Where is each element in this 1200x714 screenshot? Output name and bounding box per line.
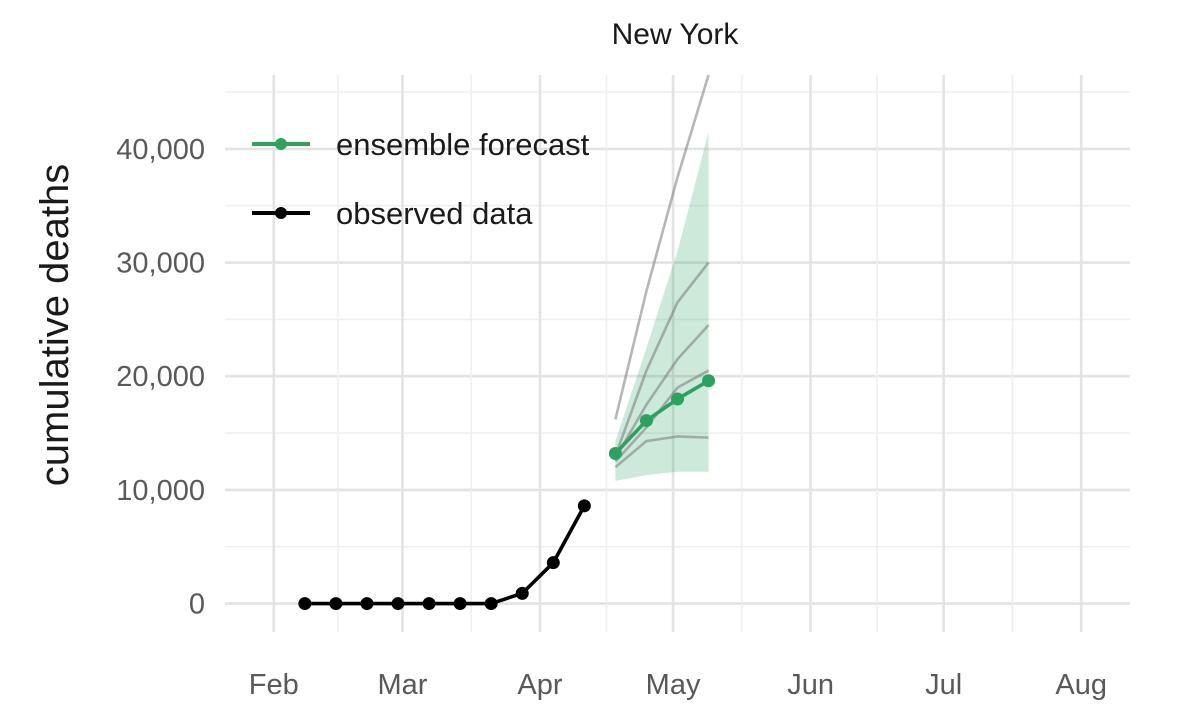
x-tick-label: Aug (1055, 669, 1107, 701)
data-point-observed-data (546, 556, 560, 570)
legend: ensemble forecast observed data (252, 127, 590, 231)
series-layer (298, 374, 716, 611)
y-tick-label: 40,000 (116, 134, 205, 166)
legend-item-observed-data: observed data (252, 196, 533, 231)
y-tick-label: 20,000 (116, 361, 205, 393)
data-point-observed-data (391, 597, 405, 611)
data-point-ensemble-forecast (671, 392, 684, 406)
legend-label-observed-data: observed data (336, 196, 533, 231)
series-line-observed-data (304, 504, 586, 606)
data-point-observed-data (484, 597, 498, 611)
forecast-interval-band (615, 131, 709, 481)
model-forecast-line (614, 324, 710, 459)
x-axis-ticks: Feb Mar Apr May Jun Jul Aug (249, 669, 1107, 701)
legend-label-ensemble-forecast: ensemble forecast (336, 127, 590, 162)
y-axis-ticks: 0 10,000 20,000 30,000 40,000 (116, 134, 205, 621)
grid (225, 75, 1130, 632)
x-tick-label: Jun (787, 669, 834, 701)
legend-point-ensemble-forecast (275, 138, 287, 150)
series-line-ensemble-forecast (614, 379, 710, 455)
chart-title: New York (612, 18, 740, 51)
data-point-observed-data (515, 586, 529, 600)
model-forecast-line (614, 74, 710, 420)
x-tick-label: May (646, 669, 701, 701)
y-tick-label: 30,000 (116, 248, 205, 280)
y-axis-label: cumulative deaths (33, 164, 77, 486)
x-tick-label: Apr (517, 669, 562, 701)
data-point-ensemble-forecast (702, 374, 716, 388)
y-tick-label: 0 (189, 589, 205, 621)
legend-point-observed-data (275, 207, 287, 219)
x-tick-label: Jul (925, 669, 962, 701)
data-point-ensemble-forecast (639, 414, 653, 428)
x-tick-label: Mar (377, 669, 427, 701)
data-point-ensemble-forecast (608, 447, 622, 461)
data-point-observed-data (577, 499, 591, 513)
data-point-observed-data (422, 597, 436, 611)
data-point-observed-data (329, 597, 343, 611)
model-forecast-line (614, 369, 710, 463)
legend-item-ensemble-forecast: ensemble forecast (252, 127, 590, 162)
forecast-interval-layer (615, 131, 709, 481)
y-tick-label: 10,000 (116, 475, 205, 507)
model-lines-layer (614, 74, 710, 469)
data-point-observed-data (360, 597, 374, 611)
x-tick-label: Feb (249, 669, 299, 701)
data-point-observed-data (298, 597, 312, 611)
model-forecast-line (614, 435, 709, 469)
model-forecast-line (614, 261, 710, 457)
data-point-observed-data (453, 597, 467, 611)
